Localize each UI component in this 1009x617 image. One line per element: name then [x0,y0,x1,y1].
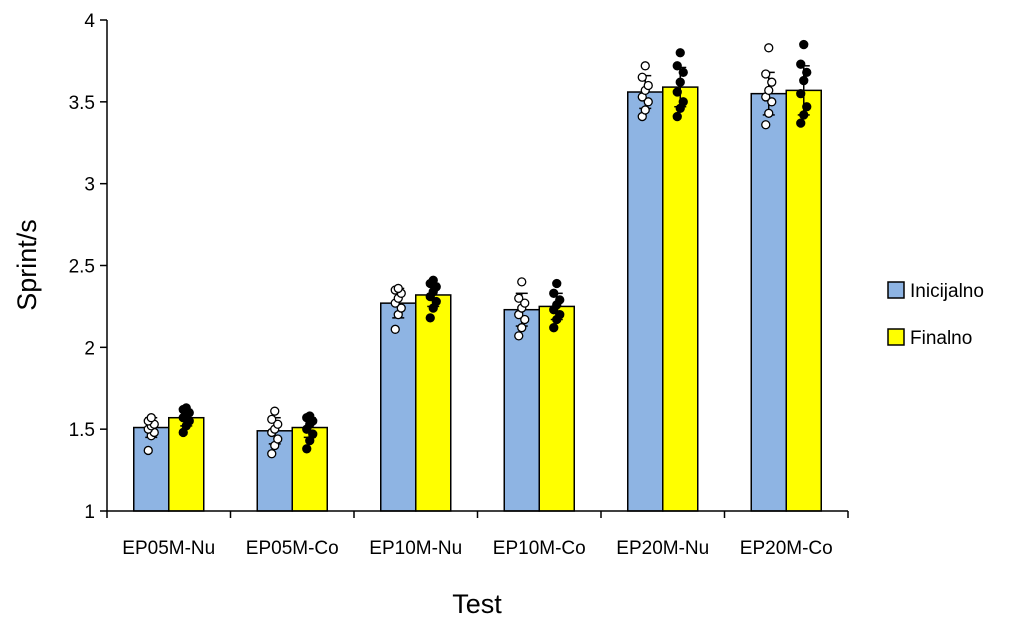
data-point [552,278,562,289]
bar [627,91,664,512]
data-point [520,314,530,325]
data-point [514,331,524,341]
data-point [549,323,559,333]
data-point [390,324,400,334]
data-point [302,444,312,454]
x-tick-label: EP10M-Nu [369,538,462,559]
data-point [802,102,812,112]
x-tick-label: EP20M-Nu [616,538,709,559]
data-point [761,69,771,79]
data-point [517,277,527,287]
data-point [802,67,812,78]
bar [503,308,540,512]
bar [133,426,170,512]
legend-item-finalno: Finalno [887,328,972,349]
data-point [146,413,156,423]
bar [380,302,417,512]
bar [750,92,787,512]
data-point [425,313,435,323]
data-point [678,67,688,78]
data-point [672,87,682,97]
data-point [672,111,682,122]
data-point [181,403,191,413]
y-tick-label: 3.5 [69,93,95,114]
y-tick-label: 4 [84,11,95,32]
data-point [267,449,277,459]
legend-swatch-inicijalno [887,281,905,299]
legend-swatch-finalno [887,328,905,346]
data-point [643,97,653,107]
data-point [270,406,280,416]
y-tick-label: 1.5 [69,420,95,441]
data-point [431,296,441,307]
bar [662,86,699,512]
data-point [799,110,809,120]
data-point [393,283,403,294]
data-point [672,61,682,71]
data-point [305,411,315,421]
data-point [796,59,806,69]
x-axis-title: Test [452,589,502,617]
y-tick-label: 1 [84,502,95,523]
data-point [640,61,650,71]
data-point [761,120,771,130]
data-point [767,97,777,107]
y-tick-label: 2.5 [69,257,95,278]
data-point [637,72,647,82]
data-point [555,309,565,320]
data-point [555,295,565,305]
data-point [675,48,685,58]
data-point [678,97,688,107]
y-tick-label: 3 [84,175,95,196]
data-point [796,89,806,99]
data-point [764,108,774,118]
legend: Inicijalno Finalno [887,281,984,349]
legend-item-inicijalno: Inicijalno [887,281,984,302]
data-point [675,77,685,87]
x-tick-label: EP10M-Co [493,538,586,559]
x-tick-label: EP20M-Co [740,538,833,559]
data-point [796,118,806,128]
data-point [799,39,809,50]
data-point [517,323,527,333]
data-point [764,85,774,96]
plot-area [133,39,822,512]
legend-label-inicijalno: Inicijalno [910,281,984,302]
y-tick-label: 2 [84,338,95,359]
bar [538,305,575,512]
data-point [799,75,809,86]
bar [785,89,822,512]
data-point [640,105,650,115]
y-axis-title: Sprint/s [12,219,42,311]
data-point [764,43,774,53]
data-point [549,288,559,298]
data-point [514,293,524,303]
data-point [643,80,653,91]
data-point [428,275,438,285]
data-point [767,77,777,87]
x-tick-label: EP05M-Nu [122,538,215,559]
data-point [273,419,283,429]
data-point [273,434,283,444]
bar [415,294,452,512]
x-tick-label: EP05M-Co [246,538,339,559]
data-point [308,429,318,439]
data-point [396,303,406,313]
x-axis-ticks: EP05M-Nu EP05M-Co EP10M-Nu EP10M-Co EP20M-Nu… [106,511,849,559]
data-point [267,414,277,424]
data-point [520,298,530,308]
data-point [143,445,153,456]
legend-label-finalno: Finalno [910,328,972,349]
y-axis-ticks: 1 1.5 2 2.5 3 3.5 4 [69,11,107,523]
